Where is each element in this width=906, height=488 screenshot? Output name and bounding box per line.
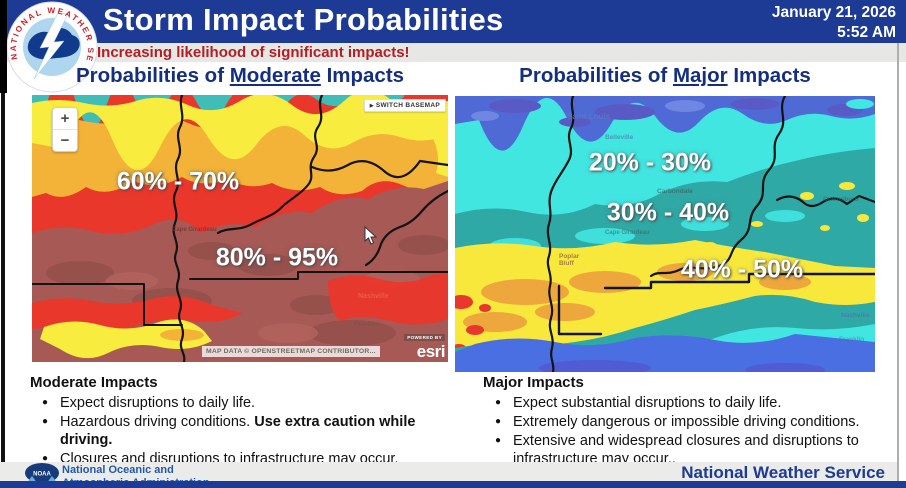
powered-by-label: POWERED BY [404,334,445,341]
list-item: ● Expect disruptions to daily life. [30,394,422,412]
probability-label-40-50: 40% - 50% [680,255,804,284]
nws-logo: NATIONAL WEATHER SERVICE [2,0,98,93]
bullet-text: Expect disruptions to daily life. [60,395,256,411]
bullet-text: Hazardous driving conditions. [60,414,255,430]
bottom-navy-strip [0,481,906,488]
noaa-org-line1: National Oceanic and [62,464,174,476]
probability-label-60-70: 60% - 70% [116,167,240,196]
bullet-text: Extremely dangerous or impossible drivin… [513,414,860,430]
heading-prefix: Probabilities of [519,64,673,87]
city-label: Carbondale [657,188,693,195]
bullet-icon: ● [494,416,502,427]
bullet-icon: ● [41,453,49,464]
noaa-logo: NOAA [22,462,62,481]
bullet-icon: ● [41,397,49,408]
list-item: ● Hazardous driving conditions. Use extr… [30,413,422,449]
city-label: Poplar Bluff [559,253,580,267]
bullet-text: Expect substantial disruptions to daily … [513,395,782,411]
switch-basemap-label: SWITCH BASEMAP [375,102,440,109]
major-panel-heading: Probabilities of Major Impacts [455,64,875,90]
datetime-block: January 21, 2026 5:52 AM [772,3,896,42]
city-label: Belleville [605,134,634,141]
major-impacts-map[interactable]: 20% - 30% 30% - 40% 40% - 50% Saint Loui… [455,96,875,372]
nws-logo-icon: NATIONAL WEATHER SERVICE [2,0,98,93]
moderate-map-canvas[interactable] [32,95,448,362]
heading-prefix: Probabilities of [75,64,230,87]
probability-shading [455,96,875,372]
list-item: ● Extremely dangerous or impossible driv… [483,413,875,431]
right-frame-edge [897,43,899,481]
banner-strip [0,43,906,62]
map-attribution: MAP DATA © OPENSTREETMAP CONTRIBUTOR... [202,346,380,357]
city-label: Owensboro [823,196,859,203]
list-item: ● Expect substantial disruptions to dail… [483,394,875,412]
header-bar [0,0,906,43]
moderate-impacts-heading: Moderate Impacts [30,374,158,391]
banner-message: Increasing likelihood of significant imp… [97,44,410,61]
switch-basemap-button[interactable]: ▶ SWITCH BASEMAP [363,99,446,112]
bullet-icon: ● [41,416,49,427]
mouse-cursor-icon [364,226,377,245]
moderate-impacts-map[interactable]: + − ▶ SWITCH BASEMAP 60% - 70% 80% - 95% … [32,95,448,362]
bullet-icon: ● [494,435,502,446]
major-impacts-section: Major Impacts ● Expect substantial disru… [483,372,883,469]
city-label: Franklin [354,321,380,328]
date-text: January 21, 2026 [771,4,896,21]
major-map-canvas[interactable] [455,96,875,372]
city-label: Cape Girardeau [605,230,650,236]
moderate-impacts-section: Moderate Impacts ● Expect disruptions to… [30,372,430,469]
probability-label-30-40: 30% - 40% [606,198,730,227]
play-icon: ▶ [369,103,374,109]
noaa-logo-icon: NOAA [25,463,59,481]
zoom-out-button[interactable]: − [53,129,77,151]
major-impacts-heading: Major Impacts [483,374,584,391]
rivers-and-borders [546,96,875,372]
left-frame-edge-top [0,0,7,93]
map-zoom-control: + − [52,107,78,152]
footer-bar: NOAA National Oceanic and Atmospheric Ad… [0,462,897,481]
zoom-in-button[interactable]: + [60,110,70,127]
rivers-and-borders [32,95,448,362]
page-title: Storm Impact Probabilities [103,2,504,37]
city-label: Nashville [358,293,389,300]
city-label: Cape Girardeau [172,227,217,233]
esri-logo: POWERED BY esri [404,326,446,361]
bullet-icon: ● [494,397,502,408]
moderate-panel-heading: Probabilities of Moderate Impacts [32,64,448,90]
city-label: Saint Louis [567,112,611,121]
noaa-acronym: NOAA [33,472,51,478]
bullet-bold-text: Use extra caution while driving. [60,414,416,448]
city-label: Franklin [839,336,865,343]
left-frame-edge [1,93,5,481]
esri-wordmark: esri [416,342,446,361]
nws-agency-name: National Weather Service [681,463,885,481]
heading-suffix: Impacts [727,64,811,87]
probability-label-20-30: 20% - 30% [588,148,712,177]
noaa-org-line2: Atmospheric Administration [62,477,210,481]
heading-emphasis: Major [672,64,728,87]
heading-emphasis: Moderate [229,64,321,87]
heading-suffix: Impacts [320,64,405,87]
city-label: Nashville [841,312,870,319]
time-text: 5:52 AM [837,23,896,41]
probability-label-80-95: 80% - 95% [215,243,339,272]
